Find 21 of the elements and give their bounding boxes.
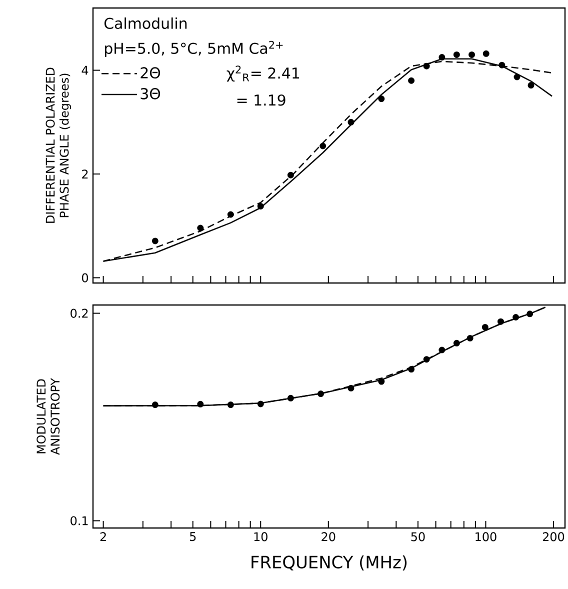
x-tick-label: 50 xyxy=(411,532,425,542)
y-tick-label: 0 xyxy=(82,273,88,282)
y-tick-label: 0.2 xyxy=(70,308,88,318)
y-axis-title: MODULATED ANISOTROPY xyxy=(36,378,60,455)
y-axis-title: DIFFERENTIAL POLARIZED PHASE ANGLE (degrees) xyxy=(46,68,72,223)
annotation: χ$^{2}$$_{R}$= 2.41 xyxy=(226,66,300,82)
legend-label: 3Θ xyxy=(140,88,160,100)
x-tick-label: 2 xyxy=(100,532,106,542)
y-tick-label: 2 xyxy=(82,170,88,178)
annotation: Calmodulin xyxy=(104,17,187,30)
x-tick-label: 5 xyxy=(190,532,196,542)
x-tick-label: 100 xyxy=(476,532,496,542)
x-tick-label: 20 xyxy=(322,532,336,542)
y-tick-label: 0.1 xyxy=(70,516,88,526)
x-tick-label: 200 xyxy=(542,532,564,542)
x-axis-title: FREQUENCY (MHz) xyxy=(252,555,407,570)
legend-label: 2Θ xyxy=(140,67,160,78)
annotation: = 1.19 xyxy=(237,94,286,106)
x-tick-label: 10 xyxy=(254,532,268,542)
annotation: pH=5.0, 5°C, 5mM Ca$^{2+}$ xyxy=(105,40,283,57)
y-tick-label: 4 xyxy=(82,66,88,75)
